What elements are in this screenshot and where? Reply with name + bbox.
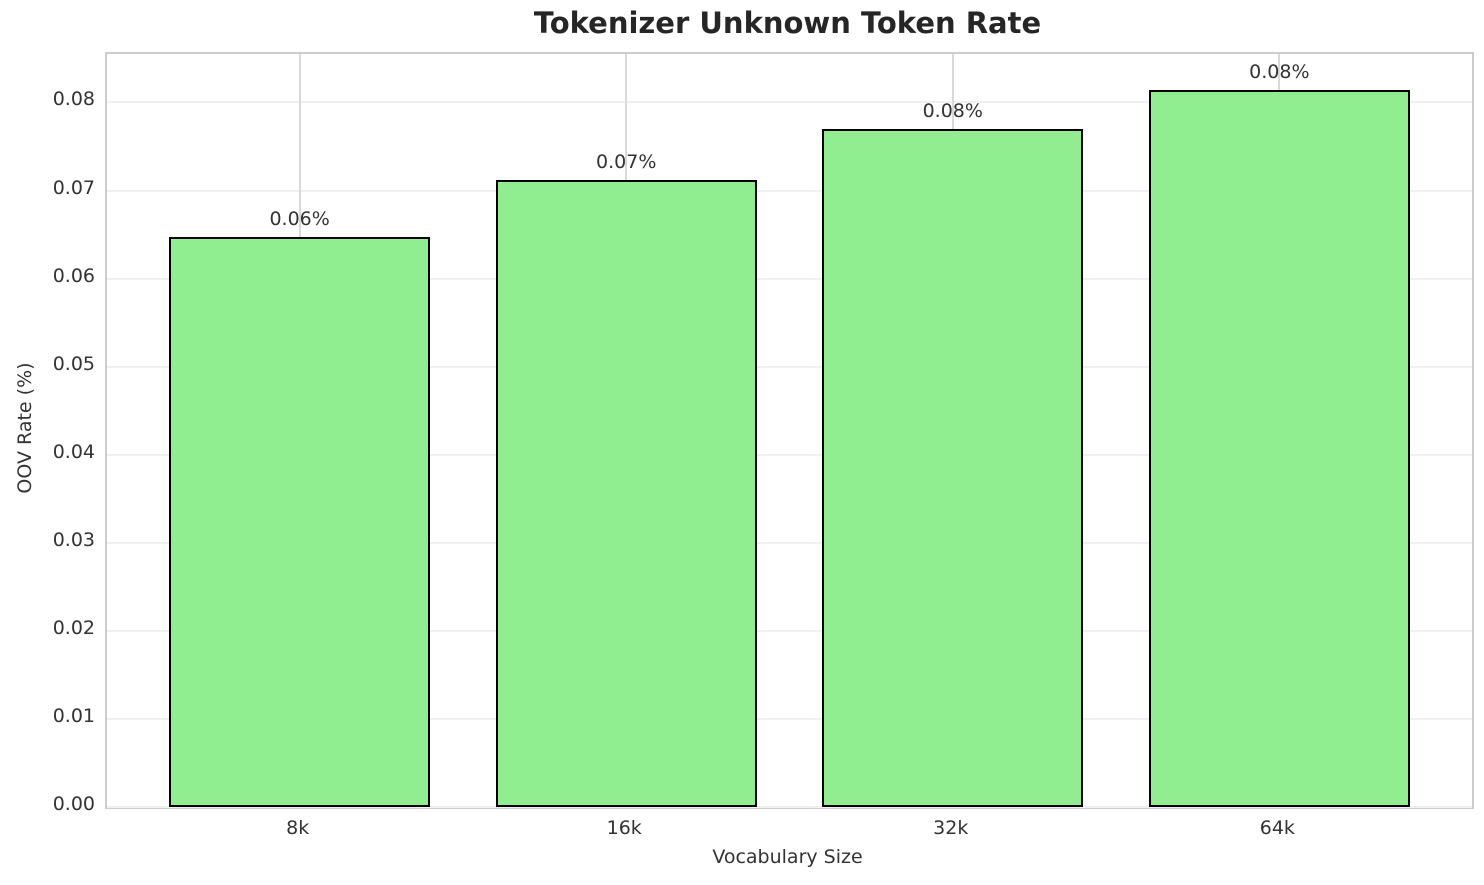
x-tick-label: 64k	[1259, 817, 1295, 839]
horizontal-gridline	[107, 806, 1472, 808]
horizontal-gridline	[107, 101, 1472, 104]
x-tick-label: 8k	[286, 817, 310, 839]
horizontal-gridline	[107, 541, 1472, 544]
x-tick-label: 16k	[606, 817, 642, 839]
horizontal-gridline	[107, 277, 1472, 280]
y-tick-label: 0.05	[52, 352, 95, 375]
bar-value-label: 0.07%	[596, 150, 657, 173]
y-tick-label: 0.08	[52, 88, 95, 111]
horizontal-gridline	[107, 629, 1472, 632]
bar	[1148, 90, 1410, 807]
y-tick-label: 0.03	[52, 528, 95, 551]
y-tick-label: 0.00	[52, 793, 95, 815]
y-tick-label: 0.07	[52, 176, 95, 199]
horizontal-gridline	[107, 453, 1472, 456]
y-axis-label: OOV Rate (%)	[14, 362, 36, 494]
x-tick-label: 32k	[933, 817, 969, 839]
chart-title: Tokenizer Unknown Token Rate	[533, 6, 1042, 40]
bar-value-label: 0.08%	[1249, 61, 1310, 84]
bar-value-label: 0.08%	[922, 99, 983, 122]
bar	[822, 128, 1084, 807]
plot-area: 0.06% 0.07% 0.08% 0.08%	[105, 52, 1474, 809]
bar	[495, 179, 757, 807]
horizontal-gridline	[107, 717, 1472, 720]
x-axis-label: Vocabulary Size	[712, 846, 863, 868]
y-tick-label: 0.01	[52, 704, 95, 727]
y-tick-label: 0.02	[52, 616, 95, 639]
horizontal-gridline	[107, 365, 1472, 368]
bar-value-label: 0.06%	[269, 208, 330, 231]
horizontal-gridline	[107, 189, 1472, 192]
y-tick-label: 0.06	[52, 264, 95, 287]
bar	[169, 237, 431, 807]
y-tick-label: 0.04	[52, 440, 95, 463]
